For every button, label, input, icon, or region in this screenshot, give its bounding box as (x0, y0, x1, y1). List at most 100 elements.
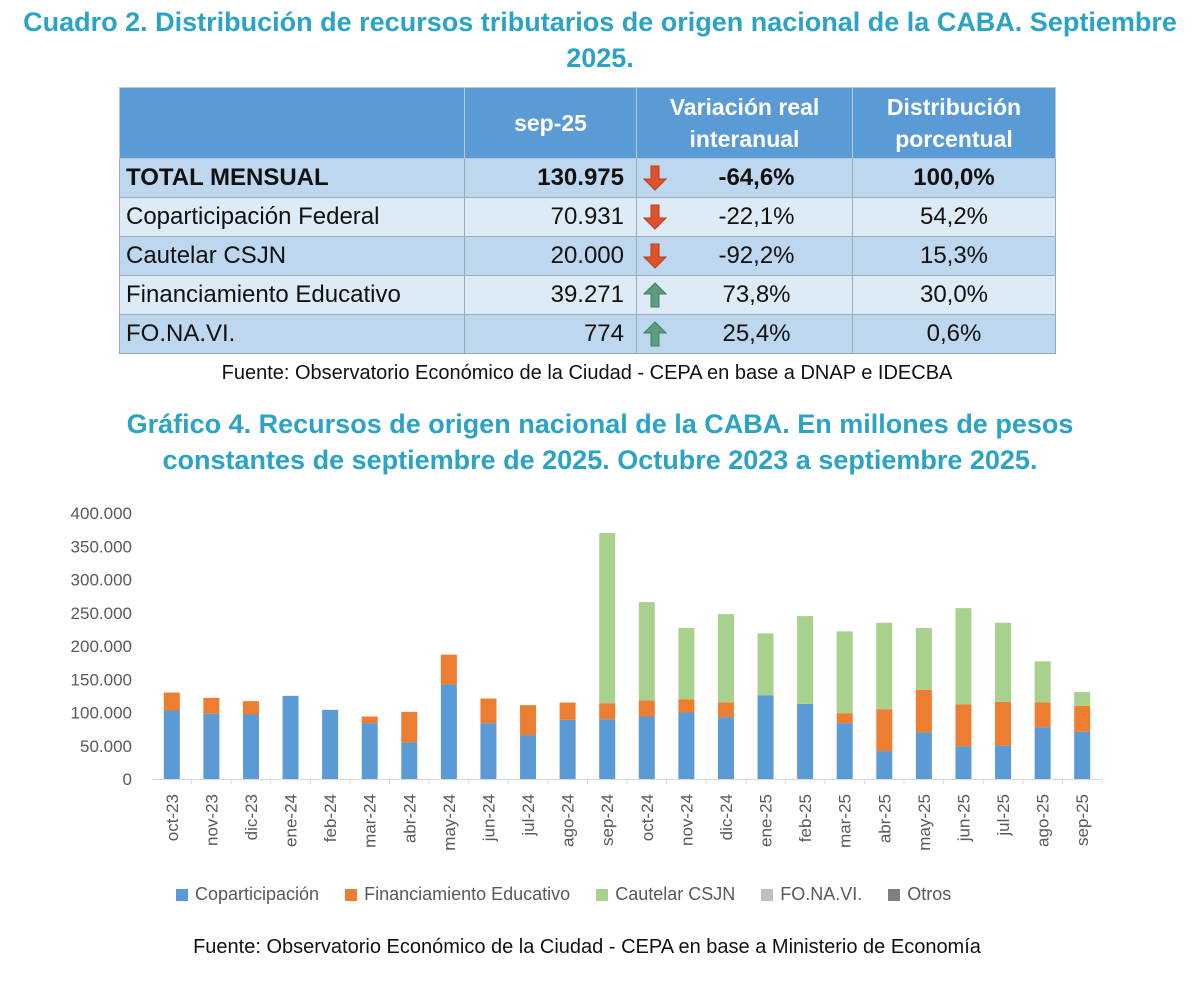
y-tick-label: 250.000 (71, 604, 132, 623)
row-share: 54,2% (852, 197, 1056, 237)
row-variation: 73,8% (636, 275, 853, 315)
chart-legend: Coparticipación Financiamiento Educativo C… (176, 884, 951, 905)
x-tick-label: sep-24 (598, 794, 617, 846)
row-value: 70.931 (464, 197, 637, 237)
table-title: Cuadro 2. Distribución de recursos tribu… (23, 7, 1177, 73)
header-period: sep-25 (464, 87, 637, 159)
bar-segment-coparticipaci-n (876, 751, 893, 779)
y-tick-label: 150.000 (71, 670, 132, 689)
bar-segment-financiamiento-educativo (242, 701, 259, 715)
legend-item: Otros (888, 884, 951, 905)
y-tick-label: 0 (123, 770, 132, 789)
bar-segment-coparticipaci-n (955, 746, 972, 779)
row-name: Coparticipación Federal (119, 197, 465, 237)
bar-segment-cautelar-csjn (638, 602, 655, 701)
table-row: FO.NA.VI. 774 25,4% 0,6% (119, 314, 1056, 354)
bar-segment-financiamiento-educativo (480, 698, 497, 724)
y-tick-label: 200.000 (71, 637, 132, 656)
bar-segment-coparticipaci-n (401, 742, 418, 779)
x-tick-label: ago-25 (1034, 794, 1053, 847)
row-variation: -22,1% (636, 197, 853, 237)
chart-source: Fuente: Observatorio Económico de la Ciu… (193, 936, 981, 958)
bar-segment-cautelar-csjn (995, 622, 1012, 702)
row-value: 774 (464, 314, 637, 354)
legend-swatch (596, 888, 609, 901)
arrow-up-icon (643, 321, 667, 347)
legend-item: Cautelar CSJN (596, 884, 735, 905)
row-variation: -92,2% (636, 236, 853, 276)
bar-segment-cautelar-csjn (678, 628, 695, 700)
legend-swatch (761, 888, 774, 901)
x-tick-label: abr-24 (400, 794, 419, 843)
legend-label: Cautelar CSJN (615, 884, 736, 904)
bar-segment-financiamiento-educativo (163, 692, 180, 711)
bar-segment-cautelar-csjn (757, 633, 774, 696)
bar-segment-coparticipaci-n (995, 745, 1012, 779)
bar-segment-coparticipaci-n (638, 716, 655, 779)
x-tick-label: jul-24 (519, 794, 538, 837)
row-value: 130.975 (464, 158, 637, 198)
bar-segment-fo-na-vi- (1074, 691, 1091, 693)
bar-segment-coparticipaci-n (836, 723, 853, 779)
x-tick-label: oct-24 (638, 794, 657, 841)
bar-segment-coparticipaci-n (757, 695, 774, 779)
bar-segment-financiamiento-educativo (361, 716, 378, 724)
x-tick-label: nov-23 (202, 794, 221, 846)
arrow-up-icon (643, 282, 667, 308)
bar-segment-coparticipaci-n (282, 695, 299, 779)
bar-segment-financiamiento-educativo (401, 711, 418, 743)
y-tick-label: 100.000 (71, 704, 132, 723)
row-share: 0,6% (852, 314, 1056, 354)
table-row-total: TOTAL MENSUAL 130.975 -64,6% 100,0% (119, 158, 1056, 198)
legend-item: Coparticipación (176, 884, 319, 905)
x-tick-label: ago-24 (559, 794, 578, 847)
bar-segment-financiamiento-educativo (678, 699, 695, 713)
row-value: 39.271 (464, 275, 637, 315)
table-row: Financiamiento Educativo 39.271 73,8% 30… (119, 275, 1056, 315)
bar-segment-cautelar-csjn (717, 614, 734, 703)
row-share: 100,0% (852, 158, 1056, 198)
bar-segment-financiamiento-educativo (599, 703, 616, 720)
arrow-down-icon (643, 204, 667, 230)
bar-segment-financiamiento-educativo (915, 689, 932, 733)
bar-segment-cautelar-csjn (836, 631, 853, 714)
chart-title: Gráfico 4. Recursos de origen nacional d… (126, 409, 1074, 475)
legend-swatch (888, 888, 901, 901)
x-tick-label: ene-25 (757, 794, 776, 847)
bar-segment-financiamiento-educativo (955, 704, 972, 747)
bar-segment-coparticipaci-n (480, 723, 497, 779)
x-tick-label: jul-25 (994, 794, 1013, 837)
x-tick-label: oct-23 (163, 794, 182, 841)
bar-segment-cautelar-csjn (915, 628, 932, 690)
row-variation: -64,6% (636, 158, 853, 198)
legend-item: Financiamiento Educativo (345, 884, 570, 905)
summary-table: sep-25 Variación real interanual Distrib… (119, 87, 1056, 354)
row-name: TOTAL MENSUAL (119, 158, 465, 198)
bar-segment-cautelar-csjn (599, 532, 616, 704)
bar-segment-coparticipaci-n (163, 710, 180, 779)
x-tick-label: mar-25 (836, 794, 855, 848)
bar-segment-coparticipaci-n (915, 732, 932, 779)
x-tick-label: dic-24 (717, 794, 736, 840)
y-tick-label: 50.000 (80, 737, 132, 756)
x-tick-label: may-24 (440, 794, 459, 851)
legend-item: FO.NA.VI. (761, 884, 862, 905)
bar-segment-coparticipaci-n (322, 709, 339, 779)
bar-segment-financiamiento-educativo (440, 654, 457, 685)
bar-segment-coparticipaci-n (678, 712, 695, 779)
bar-segment-financiamiento-educativo (1034, 702, 1051, 728)
bar-segment-coparticipaci-n (361, 723, 378, 779)
row-share: 30,0% (852, 275, 1056, 315)
header-variation: Variación real interanual (636, 87, 853, 159)
bar-segment-cautelar-csjn (1074, 692, 1091, 706)
bar-segment-financiamiento-educativo (638, 700, 655, 717)
table-source: Fuente: Observatorio Económico de la Ciu… (221, 362, 953, 384)
legend-label: FO.NA.VI. (780, 884, 863, 904)
x-tick-label: mar-24 (361, 794, 380, 848)
header-blank (119, 87, 465, 159)
bar-segment-coparticipaci-n (1074, 731, 1091, 779)
bar-segment-financiamiento-educativo (717, 702, 734, 718)
x-tick-label: sep-25 (1073, 794, 1092, 846)
bar-segment-financiamiento-educativo (203, 697, 220, 714)
legend-label: Otros (907, 884, 952, 904)
